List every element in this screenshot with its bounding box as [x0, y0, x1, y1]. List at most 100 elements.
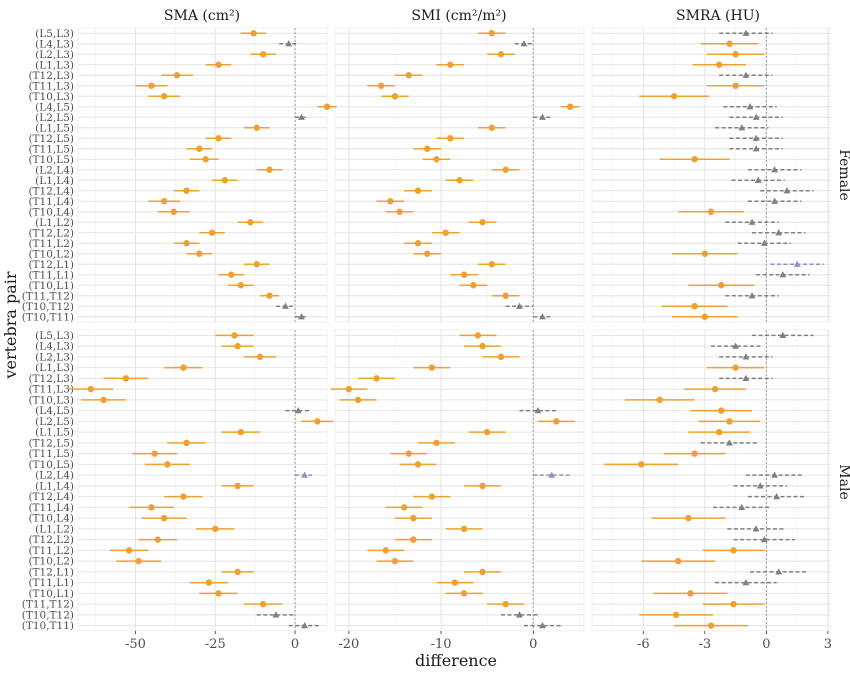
y-tick-label: (T10,T11): [22, 311, 74, 323]
estimate-point: [534, 407, 542, 414]
y-tick-label: (L1,L3): [35, 59, 74, 71]
estimate-point: [746, 103, 754, 110]
estimate-point: [516, 302, 523, 309]
estimate-point: [479, 342, 486, 350]
estimate-point: [488, 261, 495, 268]
estimate-point: [716, 428, 723, 436]
estimate-point: [670, 93, 678, 100]
y-tick-label: (T10,L2): [28, 248, 74, 260]
estimate-point: [428, 493, 436, 500]
estimate-point: [160, 514, 168, 522]
estimate-point: [202, 156, 209, 163]
estimate-point: [752, 134, 760, 141]
estimate-point: [516, 611, 523, 618]
estimate-point: [212, 525, 219, 533]
estimate-point: [234, 342, 241, 350]
estimate-point: [672, 611, 680, 619]
estimate-point: [433, 439, 440, 447]
y-tick-label: (L1,L5): [35, 122, 74, 134]
y-tick-label: (T10,L1): [28, 280, 74, 292]
estimate-point: [691, 450, 698, 457]
y-tick-label: (T12,L2): [28, 227, 74, 239]
estimate-point: [400, 504, 408, 511]
y-tick-label: (T10,L4): [28, 513, 74, 525]
estimate-point: [539, 113, 546, 120]
x-tick-label: 3: [824, 637, 832, 652]
estimate-point: [253, 124, 260, 131]
estimate-point: [410, 514, 417, 522]
estimate-point: [687, 590, 694, 597]
y-tick-label: (T11,L5): [28, 143, 74, 155]
estimate-point: [732, 364, 739, 371]
estimate-point: [502, 166, 509, 173]
estimate-point: [405, 450, 412, 457]
estimate-point: [250, 30, 257, 37]
estimate-point: [160, 93, 168, 100]
estimate-point: [742, 353, 750, 360]
y-tick-label: (T11,L1): [28, 577, 74, 589]
estimate-point: [742, 71, 750, 78]
estimate-point: [148, 82, 155, 89]
estimate-point: [215, 590, 222, 597]
estimate-point: [285, 40, 293, 47]
y-tick-label: (T12,L5): [28, 437, 74, 449]
estimate-point: [234, 482, 241, 490]
estimate-point: [259, 600, 267, 608]
estimate-point: [707, 208, 715, 215]
panel-title-sma: SMA (cm²): [164, 8, 240, 24]
y-tick-label: (L4,L3): [35, 341, 74, 353]
estimate-point: [160, 198, 168, 205]
estimate-point: [237, 428, 245, 436]
estimate-point: [301, 471, 309, 478]
estimate-point: [424, 250, 431, 257]
estimate-point: [266, 292, 273, 299]
y-tick-label: (T11,L4): [28, 196, 74, 208]
estimate-point: [742, 579, 750, 586]
estimate-point: [502, 600, 509, 608]
estimate-point: [793, 260, 801, 267]
estimate-point: [424, 145, 431, 152]
y-tick-label: (L4,L5): [35, 405, 74, 417]
estimate-point: [247, 219, 254, 226]
estimate-point: [760, 239, 768, 246]
panel-background: [591, 27, 831, 323]
estimate-point: [183, 439, 190, 447]
estimate-point: [442, 229, 449, 236]
estimate-point: [520, 40, 528, 47]
estimate-point: [405, 72, 412, 79]
estimate-point: [87, 385, 94, 393]
estimate-point: [701, 313, 709, 320]
x-tick-label: -50: [125, 637, 146, 652]
estimate-point: [215, 61, 222, 68]
estimate-point: [773, 493, 781, 500]
estimate-point: [183, 240, 190, 247]
estimate-point: [183, 187, 190, 194]
estimate-point: [775, 229, 783, 236]
estimate-point: [173, 72, 181, 79]
panel-background: [77, 27, 328, 323]
x-tick-label: -25: [205, 637, 226, 652]
y-tick-label: (L1,L2): [35, 523, 74, 535]
estimate-point: [685, 514, 692, 522]
estimate-point: [387, 198, 394, 205]
y-tick-label: (T12,L3): [28, 70, 74, 82]
estimate-point: [479, 568, 486, 576]
y-tick-label: (L2,L3): [35, 351, 74, 363]
estimate-point: [748, 218, 756, 225]
estimate-point: [314, 418, 321, 425]
estimate-point: [231, 332, 238, 339]
y-tick-label: (T11,L2): [28, 238, 74, 250]
estimate-point: [726, 40, 733, 47]
estimate-point: [691, 156, 698, 163]
estimate-point: [180, 493, 187, 500]
estimate-point: [215, 135, 222, 142]
estimate-point: [738, 503, 746, 510]
panel-title-smra: SMRA (HU): [676, 8, 760, 24]
marks-layer: -50 -25 0(L5,L3)(L4,L3)(L2,L3)(L1,L3)(T12,…: [22, 28, 832, 652]
estimate-point: [732, 82, 739, 89]
x-tick-label: -6: [637, 637, 650, 652]
strip-label-female: Female: [836, 149, 850, 201]
y-tick-label: (T10,L1): [28, 588, 74, 600]
estimate-point: [391, 93, 399, 100]
estimate-point: [294, 407, 302, 414]
